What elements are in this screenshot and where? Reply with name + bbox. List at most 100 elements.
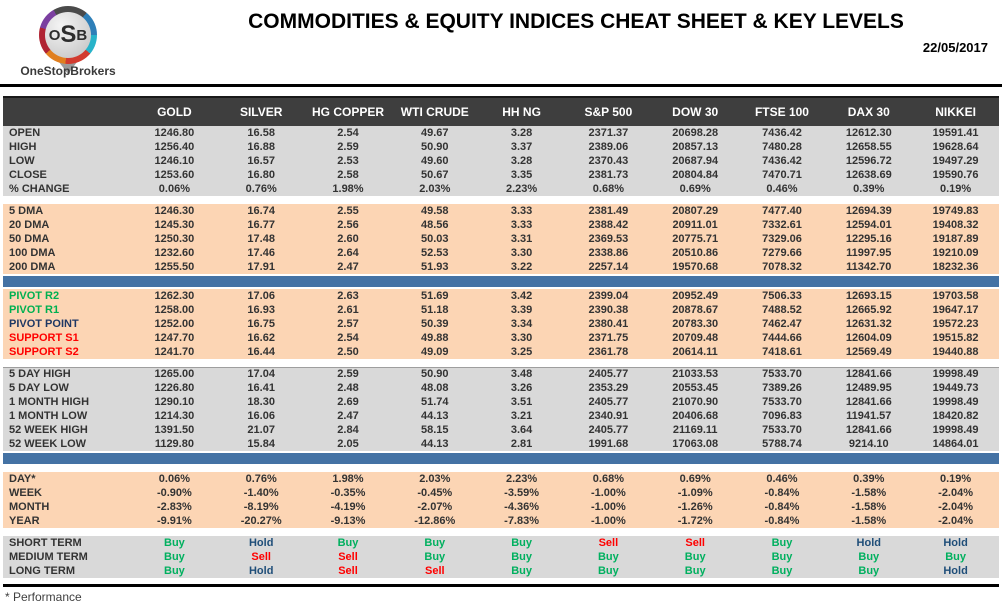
logo-pin-pointer-icon (59, 62, 77, 74)
cell-pivot-r1-ftse-100: 7488.52 (738, 303, 826, 317)
cell-50-dma-s-p-500: 2369.53 (564, 232, 652, 246)
cell-long-term-wti-crude: Sell (391, 564, 479, 578)
logo-letter-b: B (76, 26, 88, 44)
cell-day-wti-crude: 2.03% (391, 472, 479, 486)
row-label-20-dma: 20 DMA (3, 218, 131, 232)
cell-high-ftse-100: 7480.28 (738, 140, 826, 154)
cell-20-dma-gold: 1245.30 (131, 218, 218, 232)
cell-pivot-point-dax-30: 12631.32 (825, 317, 913, 331)
cell-1-month-low-gold: 1214.30 (131, 409, 218, 423)
cell-20-dma-s-p-500: 2388.42 (564, 218, 652, 232)
cell-pivot-r2-hh-ng: 3.42 (478, 289, 565, 303)
cell-short-term-s-p-500: Sell (564, 536, 652, 550)
logo-letter-o: O (48, 26, 61, 44)
cell-pivot-r1-dax-30: 12665.92 (825, 303, 913, 317)
cell-day-dow-30: 0.69% (651, 472, 739, 486)
table-row-20-dma: 20 DMA 1245.30 16.77 2.56 48.56 3.33 2388.42 20… (3, 218, 999, 232)
page-title: COMMODITIES & EQUITY INDICES CHEAT SHEET… (248, 10, 904, 33)
column-header-ftse-100: FTSE 100 (738, 98, 826, 126)
cell-open-dow-30: 20698.28 (651, 126, 739, 140)
row-label-5-dma: 5 DMA (3, 204, 131, 218)
table-row-long-term: LONG TERM Buy Hold Sell Sell Buy Buy Buy Buy Buy H… (3, 564, 999, 578)
cell-medium-term-dow-30: Buy (651, 550, 739, 564)
cell-pivot-r1-s-p-500: 2390.38 (564, 303, 652, 317)
table-row-pivot-r1: PIVOT R1 1258.00 16.93 2.61 51.18 3.39 2390.38… (3, 303, 999, 317)
divider-moving-averages (3, 274, 999, 289)
cell-50-dma-dow-30: 20775.71 (651, 232, 739, 246)
cell-support-s2-hg-copper: 2.50 (304, 345, 392, 359)
divider-pad (3, 274, 999, 276)
cell-pivot-r2-dax-30: 12693.15 (825, 289, 913, 303)
cell-short-term-gold: Buy (131, 536, 218, 550)
table-row-open: OPEN 1246.80 16.58 2.54 49.67 3.28 2371.37 2069… (3, 126, 999, 140)
cell-high-s-p-500: 2389.06 (564, 140, 652, 154)
cell-long-term-s-p-500: Buy (564, 564, 652, 578)
row-label-support-s1: SUPPORT S1 (3, 331, 131, 345)
cell-medium-term-silver: Sell (217, 550, 305, 564)
cell-month-s-p-500: -1.00% (564, 500, 652, 514)
cell-change-dow-30: 0.69% (651, 182, 739, 196)
cell-5-day-high-dax-30: 12841.66 (825, 367, 913, 381)
cell-pivot-point-nikkei: 19572.23 (912, 317, 999, 331)
cell-100-dma-wti-crude: 52.53 (391, 246, 479, 260)
cell-1-month-high-silver: 18.30 (217, 395, 305, 409)
row-label-support-s2: SUPPORT S2 (3, 345, 131, 359)
table-row-1-month-high: 1 MONTH HIGH 1290.10 18.30 2.69 51.74 3.51 240… (3, 395, 999, 409)
cell-short-term-dow-30: Sell (651, 536, 739, 550)
cell-week-dow-30: -1.09% (651, 486, 739, 500)
table-row-5-dma: 5 DMA 1246.30 16.74 2.55 49.58 3.33 2381.49 208… (3, 204, 999, 218)
cell-month-silver: -8.19% (217, 500, 305, 514)
cell-pivot-r2-silver: 17.06 (217, 289, 305, 303)
cell-50-dma-silver: 17.48 (217, 232, 305, 246)
cell-low-s-p-500: 2370.43 (564, 154, 652, 168)
section-pivots: PIVOT R2 1262.30 17.06 2.63 51.69 3.42 2399.04… (3, 289, 999, 359)
cell-short-term-nikkei: Hold (912, 536, 999, 550)
table-row-low: LOW 1246.10 16.57 2.53 49.60 3.28 2370.43 20687… (3, 154, 999, 168)
cell-52-week-high-ftse-100: 7533.70 (738, 423, 826, 437)
header-divider-rule (0, 84, 1002, 87)
cell-52-week-low-wti-crude: 44.13 (391, 437, 479, 451)
section-gap (3, 528, 999, 536)
cell-pivot-point-s-p-500: 2380.41 (564, 317, 652, 331)
cell-medium-term-hg-copper: Sell (304, 550, 392, 564)
row-label-5-day-low: 5 DAY LOW (3, 381, 131, 395)
table-row-support-s1: SUPPORT S1 1247.70 16.62 2.54 49.88 3.30 2371.… (3, 331, 999, 345)
cell-50-dma-gold: 1250.30 (131, 232, 218, 246)
cell-20-dma-silver: 16.77 (217, 218, 305, 232)
cell-long-term-silver: Hold (217, 564, 305, 578)
table-row-5-day-low: 5 DAY LOW 1226.80 16.41 2.48 48.08 3.26 2353.2… (3, 381, 999, 395)
cell-week-hh-ng: -3.59% (478, 486, 565, 500)
cell-support-s1-s-p-500: 2371.75 (564, 331, 652, 345)
cell-month-ftse-100: -0.84% (738, 500, 826, 514)
cell-high-wti-crude: 50.90 (391, 140, 479, 154)
cell-short-term-hg-copper: Buy (304, 536, 392, 550)
table-row-5-day-high: 5 DAY HIGH 1265.00 17.04 2.59 50.90 3.48 2405.… (3, 367, 999, 381)
row-label-pivot-point: PIVOT POINT (3, 317, 131, 331)
table-row-50-dma: 50 DMA 1250.30 17.48 2.60 50.03 3.31 2369.53 20… (3, 232, 999, 246)
table-row-day: DAY* 0.06% 0.76% 1.98% 2.03% 2.23% 0.68% 0.69% 0… (3, 472, 999, 486)
cell-open-dax-30: 12612.30 (825, 126, 913, 140)
cell-5-day-low-dow-30: 20553.45 (651, 381, 739, 395)
cell-5-dma-dax-30: 12694.39 (825, 204, 913, 218)
row-label-month: MONTH (3, 500, 131, 514)
cell-change-s-p-500: 0.68% (564, 182, 652, 196)
cell-50-dma-wti-crude: 50.03 (391, 232, 479, 246)
cell-5-day-high-silver: 17.04 (217, 367, 305, 381)
cell-1-month-low-s-p-500: 2340.91 (564, 409, 652, 423)
cell-year-dow-30: -1.72% (651, 514, 739, 528)
logo-letter-s: S (60, 21, 77, 48)
blue-divider-bar (3, 453, 999, 464)
row-label-week: WEEK (3, 486, 131, 500)
divider-pad (3, 287, 999, 289)
cell-week-wti-crude: -0.45% (391, 486, 479, 500)
cell-low-wti-crude: 49.60 (391, 154, 479, 168)
cell-change-wti-crude: 2.03% (391, 182, 479, 196)
cell-20-dma-nikkei: 19408.32 (912, 218, 999, 232)
column-header-nikkei: NIKKEI (912, 98, 999, 126)
cell-open-hg-copper: 2.54 (304, 126, 392, 140)
cell-close-hg-copper: 2.58 (304, 168, 392, 182)
divider-performance (3, 528, 999, 536)
cell-support-s2-s-p-500: 2361.78 (564, 345, 652, 359)
cell-week-silver: -1.40% (217, 486, 305, 500)
